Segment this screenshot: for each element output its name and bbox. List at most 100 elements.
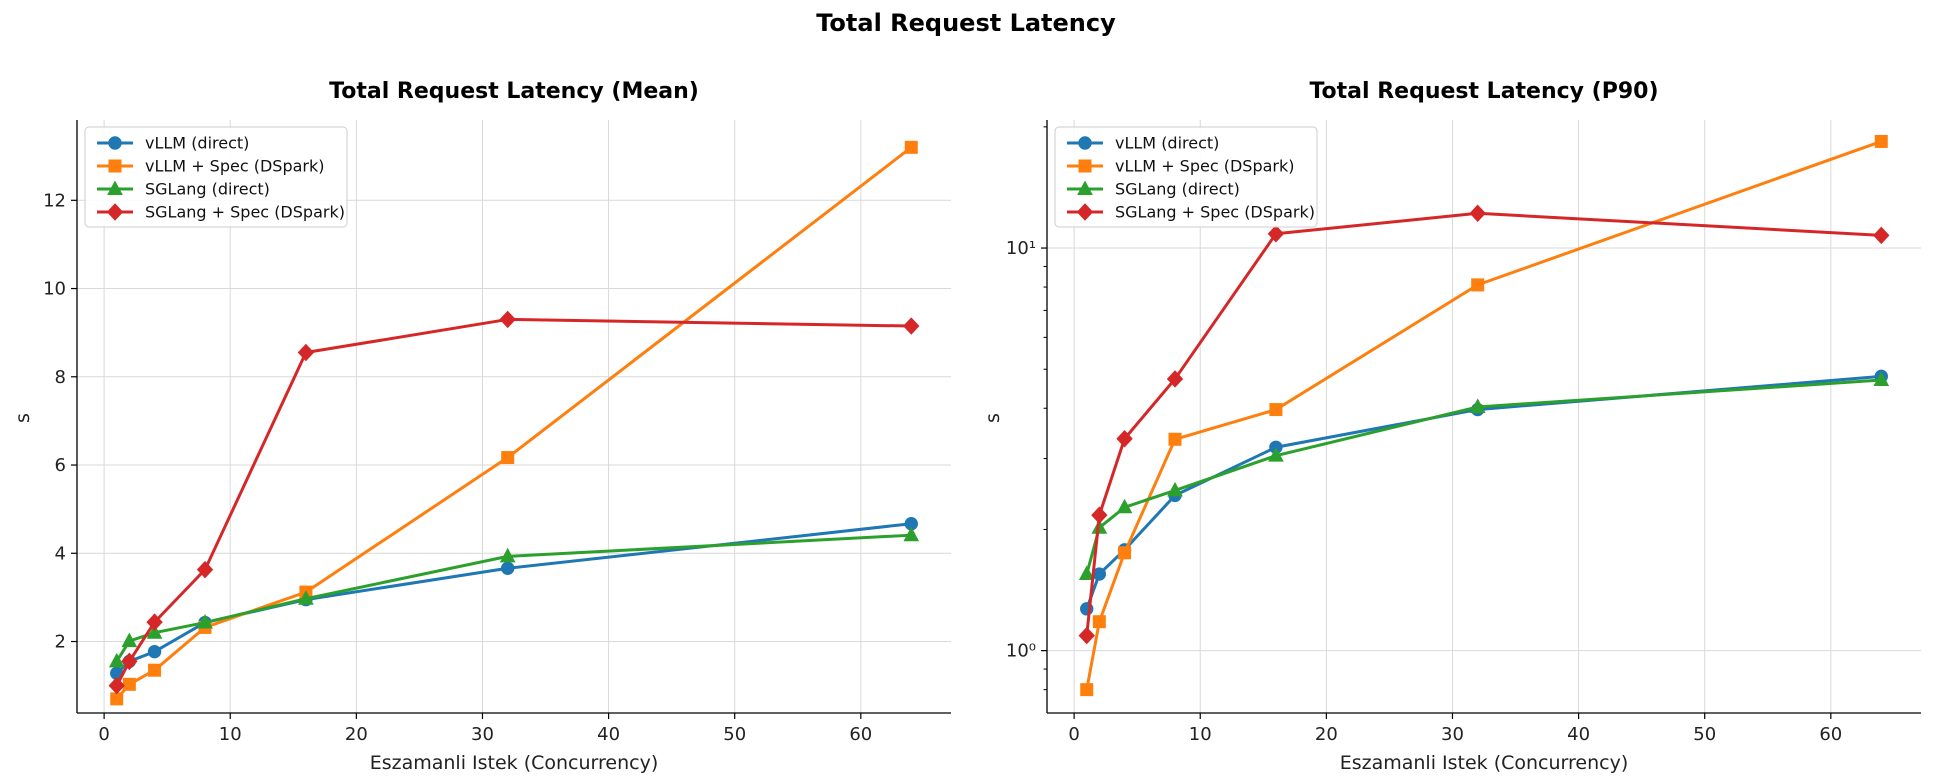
chart-p90-series-sglang-spec-dspark — [1078, 204, 1890, 645]
data-point — [108, 676, 125, 695]
data-point — [147, 644, 162, 659]
data-point — [148, 663, 162, 677]
legend-marker — [1077, 180, 1093, 195]
data-point — [122, 677, 136, 691]
data-point — [1091, 506, 1108, 524]
legend-item-sglang-spec-dspark: SGLang + Spec (DSpark) — [97, 203, 345, 222]
data-point — [121, 652, 138, 671]
legend-item-sglang-spec-dspark: SGLang + Spec (DSpark) — [1067, 203, 1315, 222]
data-point — [1267, 225, 1285, 243]
data-point — [1118, 546, 1132, 560]
legend-marker — [108, 136, 122, 150]
data-point — [1116, 430, 1133, 448]
chart-p90-series-vllm-spec-dspark — [1080, 134, 1888, 697]
x-tick-label: 20 — [1315, 724, 1338, 745]
y-tick-label: 10¹ — [1006, 238, 1036, 259]
chart-p90-ylabel: s — [982, 413, 1004, 423]
chart-mean: Total Request Latency (Mean) 0 10 20 30 40 50… — [12, 79, 951, 774]
data-point — [1078, 626, 1095, 645]
legend-label: vLLM + Spec (DSpark) — [145, 157, 324, 176]
chart-p90: Total Request Latency (P90) 0 10 20 30 40 50 6… — [982, 79, 1921, 774]
y-tick-label: 2 — [55, 632, 66, 653]
chart-p90-title: Total Request Latency (P90) — [1309, 79, 1658, 104]
legend-label: vLLM (direct) — [145, 134, 249, 153]
x-tick-label: 60 — [1819, 724, 1842, 745]
data-point — [1471, 278, 1485, 292]
y-tick-label: 8 — [55, 367, 66, 388]
legend-item-vllm-direct: vLLM (direct) — [97, 134, 249, 153]
data-point — [499, 547, 516, 563]
x-tick-label: 0 — [1068, 724, 1079, 745]
legend-label: vLLM (direct) — [1115, 134, 1219, 153]
data-point — [121, 632, 138, 648]
chart-mean-ylabel: s — [12, 413, 34, 423]
legend-label: SGLang + Spec (DSpark) — [145, 203, 345, 222]
data-point — [298, 590, 314, 605]
data-point — [500, 561, 515, 575]
data-point — [1469, 204, 1486, 223]
legend-marker — [106, 203, 124, 221]
y-tick-label: 10 — [43, 279, 66, 300]
legend-marker — [1078, 159, 1092, 173]
x-tick-label: 20 — [345, 724, 368, 745]
data-point — [903, 526, 920, 542]
data-point — [501, 451, 515, 465]
data-point — [1269, 403, 1283, 417]
chart-mean-series-sglang-spec-dspark — [108, 310, 920, 695]
y-tick-label: 12 — [43, 190, 66, 211]
x-tick-label: 40 — [597, 724, 620, 745]
legend-marker — [1078, 136, 1092, 150]
data-point — [1166, 370, 1184, 388]
data-point — [1874, 134, 1888, 148]
data-point — [110, 692, 124, 706]
x-tick-label: 30 — [1441, 724, 1464, 745]
data-point — [196, 560, 214, 579]
series-line — [115, 317, 912, 687]
x-tick-label: 0 — [98, 724, 109, 745]
data-point — [904, 140, 918, 154]
x-tick-label: 10 — [219, 724, 242, 745]
x-tick-label: 60 — [849, 724, 872, 745]
legend-item-sglang-direct: SGLang (direct) — [1067, 180, 1240, 199]
data-point — [108, 652, 125, 668]
data-point — [146, 624, 163, 639]
chart-mean-series-sglang-direct — [108, 526, 920, 668]
legend-marker — [107, 180, 123, 195]
data-point — [499, 310, 516, 329]
legend-label: SGLang (direct) — [145, 180, 270, 199]
legend-frame — [1054, 126, 1318, 228]
chart-mean-legend: vLLM (direct) vLLM + Spec (DSpark) SGLang … — [84, 126, 348, 228]
chart-mean-xlabel: Eszamanli Istek (Concurrency) — [370, 752, 659, 774]
y-tick-label: 10⁰ — [1006, 641, 1036, 662]
series-line — [115, 533, 912, 663]
legend-marker — [1076, 203, 1094, 221]
chart-p90-legend: vLLM (direct) vLLM + Spec (DSpark) SGLang … — [1054, 126, 1318, 228]
data-point — [1873, 226, 1890, 245]
y-tick-label: 6 — [55, 455, 66, 476]
data-point — [1078, 565, 1095, 581]
figure-title: Total Request Latency — [816, 9, 1116, 37]
legend-frame — [84, 126, 348, 228]
legend-item-vllm-spec-dspark: vLLM + Spec (DSpark) — [1067, 157, 1294, 176]
data-point — [1167, 481, 1183, 497]
chart-p90-series-sglang-direct — [1078, 371, 1890, 581]
chart-p90-xlabel: Eszamanli Istek (Concurrency) — [1340, 752, 1629, 774]
chart-mean-plot-area: 0 10 20 30 40 50 60 2 4 6 8 10 12 vLLM (direct) vLLM +… — [43, 120, 951, 745]
legend-label: vLLM + Spec (DSpark) — [1115, 157, 1294, 176]
y-tick-label: 4 — [55, 543, 66, 564]
data-point — [146, 613, 163, 631]
x-tick-label: 50 — [1693, 724, 1716, 745]
data-point — [1116, 498, 1133, 514]
series-line — [1085, 211, 1882, 636]
legend-label: SGLang (direct) — [1115, 180, 1240, 199]
data-point — [197, 613, 213, 629]
x-tick-label: 30 — [471, 724, 494, 745]
data-point — [1873, 371, 1890, 387]
data-point — [903, 317, 920, 335]
legend-item-sglang-direct: SGLang (direct) — [97, 180, 270, 199]
data-point — [1268, 447, 1284, 462]
chart-p90-plot-area: 0 10 20 30 40 50 60 10⁰ 10¹ vLLM (direct) vLLM + S… — [1006, 120, 1921, 745]
data-point — [1092, 615, 1106, 629]
series-line — [115, 522, 912, 675]
